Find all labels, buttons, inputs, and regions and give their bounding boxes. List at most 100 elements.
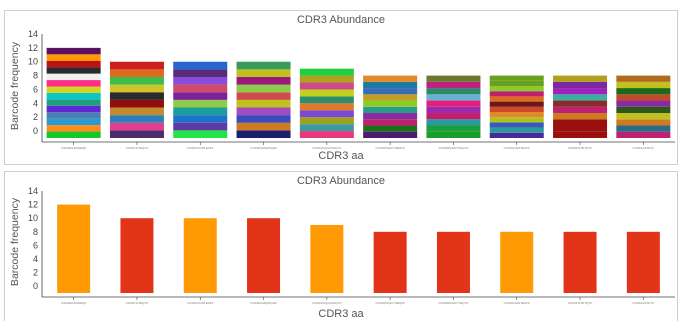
bar-segment [236, 107, 291, 116]
bar-segment [553, 131, 608, 138]
bar-segment [489, 91, 544, 97]
x-tick-label: CASSLGGNTEAFF [504, 301, 530, 305]
bar-segment [299, 82, 354, 90]
bar-segment [426, 131, 481, 138]
x-tick-label: CASSPGQGYNEQFF [375, 146, 405, 150]
bar-segment [236, 99, 291, 108]
chart-title: CDR3 Abundance [296, 175, 386, 187]
x-tick-label: CASSYGTEQYF [126, 146, 149, 150]
x-tick-label: CASSVGQGAYEQYF [312, 301, 341, 305]
bar-segment [109, 107, 164, 116]
bar-segment [299, 89, 354, 97]
bar-chart: Barcode frequency 14 12 10 8 6 4 2 0 CASSEGSGNEQF… [9, 186, 675, 305]
bar-segment [489, 132, 544, 138]
bar-segment [426, 113, 481, 120]
bar-segment [299, 110, 354, 118]
bar-segment [489, 86, 544, 92]
bar-segment [363, 94, 418, 101]
x-tick-label: CASSGTGNTEAFF [187, 146, 214, 150]
y-tick-label: 0 [33, 281, 38, 291]
x-axis-label: CDR3 aa [318, 308, 364, 320]
chart-panel-simple: CDR3 Abundance Barcode frequency 14 12 10 8 6… [4, 171, 678, 321]
x-tick-label: CASSVGQGAYEQYF [312, 146, 341, 150]
bar-segment [489, 101, 544, 107]
bar-segment [109, 99, 164, 108]
y-tick-label: 10 [28, 57, 38, 67]
bar-segment [363, 106, 418, 114]
bar-segment [236, 115, 291, 123]
bar-segment [236, 84, 291, 93]
bar-segment [46, 125, 101, 132]
bar [436, 231, 470, 293]
x-tick-label: CASSFGTDTQYF [568, 146, 593, 150]
bar-segment [426, 119, 481, 126]
y-axis-label: Barcode frequency [9, 41, 21, 130]
bar-segment [299, 117, 354, 125]
bar-segment [553, 119, 608, 126]
bar-segment [363, 75, 418, 82]
x-tick-label: CASSLGTAPYF [633, 301, 655, 305]
bar-segment [173, 122, 228, 131]
bar-segment [173, 61, 228, 70]
x-tick-label: CASSFGTDTQYF [568, 301, 593, 305]
bar-segment [236, 130, 291, 138]
x-tick-label: CASSEGSGNEQF [61, 146, 86, 150]
bar-segment [46, 118, 101, 126]
bar [310, 225, 344, 293]
bar-segment [553, 113, 608, 120]
bar-segment [236, 76, 291, 85]
bar-segment [616, 88, 671, 95]
bar-segment [553, 88, 608, 95]
bar-segment [46, 67, 101, 74]
chart-panel-stacked: CDR3 Abundance Barcode frequency 14 12 10 8 6… [4, 10, 678, 165]
bar-segment [489, 122, 544, 128]
bar-segment [426, 106, 481, 114]
bar-segment [173, 92, 228, 100]
bar-segment [46, 92, 101, 100]
x-tick-label: CASSEGSGNEQF [61, 301, 86, 305]
bar-segment [109, 76, 164, 85]
bar-segment [46, 80, 101, 87]
bar-segment [426, 81, 481, 89]
x-tick-label: CASSPGQGYNEQFF [375, 301, 405, 305]
y-tick-label: 8 [33, 71, 38, 81]
y-tick-label: 14 [28, 29, 38, 39]
y-tick-label: 4 [33, 98, 38, 108]
y-tick-label: 6 [33, 240, 38, 250]
x-tick-label: CASSYGTEQYF [126, 301, 149, 305]
bar [563, 231, 597, 293]
y-tick-label: 12 [28, 43, 38, 53]
bar-segment [299, 103, 354, 111]
bar-segment [363, 81, 418, 89]
bar-segment [46, 131, 101, 138]
y-tick-label: 4 [33, 254, 38, 264]
bar-segment [489, 117, 544, 123]
bar-segment [616, 81, 671, 89]
x-tick-label: CASSGTGNTEAFF [187, 301, 214, 305]
y-tick-label: 12 [28, 200, 38, 210]
bar-segment [363, 113, 418, 120]
bar [183, 218, 217, 293]
bar-segment [616, 100, 671, 107]
bar-segment [46, 54, 101, 61]
x-tick-label: CASSIGGNQPQHF [250, 301, 277, 305]
y-tick-label: 0 [33, 126, 38, 136]
bar-segment [616, 131, 671, 138]
bar-segment [553, 100, 608, 107]
bar-segment [173, 130, 228, 138]
bar-segment [299, 68, 354, 76]
x-tick-label: CASSWGGGTYEQYF [438, 301, 468, 305]
bar-segment [616, 125, 671, 132]
bar-segment [616, 106, 671, 114]
bar [120, 218, 154, 293]
bar-segment [109, 69, 164, 77]
bar-segment [426, 75, 481, 82]
bar-segment [46, 86, 101, 93]
bar-segment [236, 92, 291, 100]
bar-segment [109, 115, 164, 123]
bar-segment [489, 127, 544, 133]
x-tick-label: CASSLGGNTEAFF [504, 146, 530, 150]
y-tick-label: 2 [33, 112, 38, 122]
bar [247, 218, 281, 293]
